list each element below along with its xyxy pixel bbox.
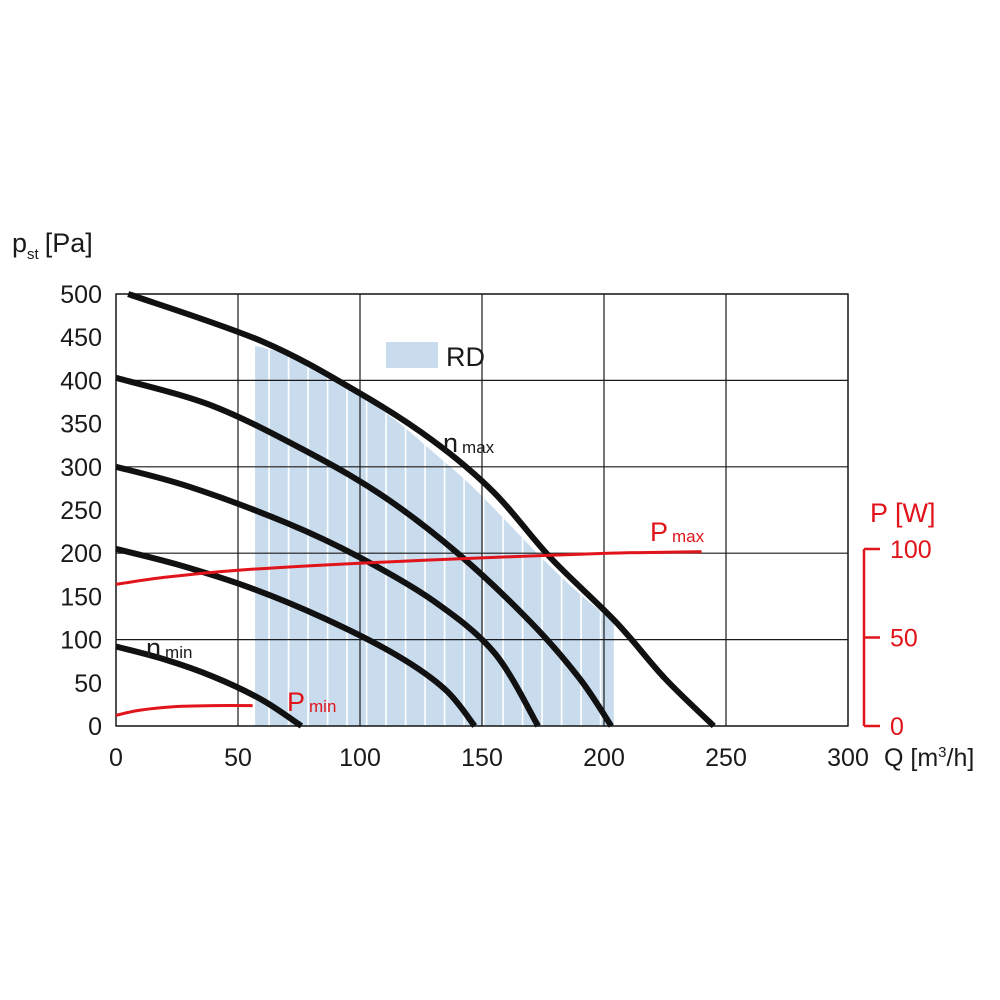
y-axis-title-sub: st [27, 246, 40, 263]
power-curve-2 [115, 704, 253, 717]
y-tick-label: 150 [60, 583, 102, 611]
y-tick-label: 400 [60, 367, 102, 395]
plot-frame [115, 293, 849, 727]
y-axis-title-unit: [Pa] [45, 228, 93, 258]
power-tick-label: 50 [890, 625, 918, 653]
n-min-label: n min [146, 633, 192, 663]
power-tick-label: 100 [890, 536, 932, 564]
x-axis-title-sup: 3 [938, 744, 946, 761]
pressure-curve-1 [127, 291, 716, 729]
legend-label-rd: RD [446, 342, 485, 372]
power-tick-label: 0 [890, 713, 904, 741]
pressure-curve-2 [115, 374, 614, 728]
x-axis-title-main: Q [m [884, 744, 938, 772]
y-axis-title-main: p [12, 228, 27, 258]
x-tick-label: 0 [109, 744, 123, 772]
power-curves [115, 550, 702, 717]
x-tick-label: 50 [224, 744, 252, 772]
x-axis-title-end: /h] [947, 744, 975, 772]
pressure-curve-5 [115, 643, 304, 729]
y-tick-label: 100 [60, 627, 102, 655]
pressure-curves [115, 291, 716, 729]
x-tick-label: 100 [339, 744, 381, 772]
n-max-label: n max [443, 428, 495, 458]
x-tick-label: 300 [827, 744, 869, 772]
y-tick-label: 300 [60, 454, 102, 482]
grid [115, 293, 849, 727]
y-axis-title: pst [Pa] [12, 228, 93, 263]
power-axis-title: P [W] [870, 498, 936, 528]
x-tick-label: 150 [461, 744, 503, 772]
y-tick-label: 0 [88, 713, 102, 741]
x-tick-label: 250 [705, 744, 747, 772]
y-tick-label: 200 [60, 540, 102, 568]
y-tick-label: 50 [74, 670, 102, 698]
y-tick-label: 500 [60, 281, 102, 309]
y-tick-label: 250 [60, 497, 102, 525]
y-tick-label: 350 [60, 411, 102, 439]
x-axis-title: Q [m3/h] [884, 744, 974, 772]
pressure-curve-3 [115, 463, 541, 728]
power-curve-1 [115, 550, 702, 586]
legend-swatch-rd [386, 342, 438, 368]
x-tick-label: 200 [583, 744, 625, 772]
y-tick-label: 450 [60, 324, 102, 352]
pressure-curve-4 [115, 545, 478, 728]
